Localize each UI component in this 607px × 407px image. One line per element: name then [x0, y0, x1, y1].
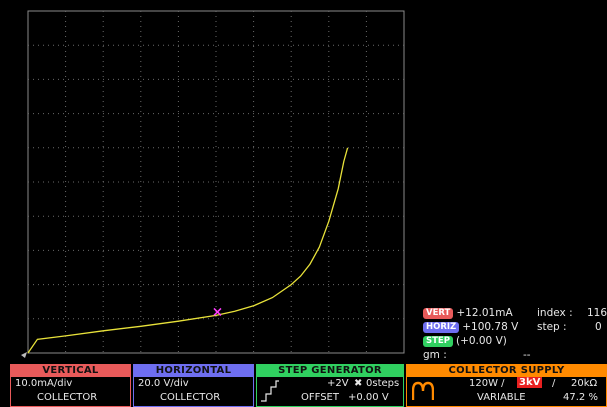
trace-line-0: [27, 147, 349, 354]
step-count-label: step :: [537, 321, 567, 333]
collector-resistance: 20kΩ: [571, 378, 598, 389]
vertical-scale: 10.0mA/div: [15, 378, 73, 389]
offset-value: +0.00 V: [348, 392, 389, 403]
vert-readout: VERT +12.01mA index : 116: [423, 306, 607, 320]
horizontal-source: COLLECTOR: [160, 392, 221, 403]
step-value: (+0.00 V): [455, 335, 507, 347]
step-count-value: 0: [595, 321, 602, 333]
vert-value: +12.01mA: [456, 307, 513, 319]
step-generator-title: STEP GENERATOR: [256, 364, 404, 377]
vertical-source: COLLECTOR: [37, 392, 98, 403]
offset-label: OFFSET: [301, 392, 339, 403]
step-readout: STEP (+0.00 V): [423, 334, 607, 348]
horiz-value: +100.78 V: [462, 321, 519, 333]
step-tag: STEP: [423, 336, 453, 347]
origin-marker-icon: [21, 352, 27, 358]
vert-tag: VERT: [423, 308, 454, 319]
collector-supply-title: COLLECTOR SUPPLY: [406, 364, 607, 377]
step-waveform-icon: [261, 380, 279, 402]
horiz-tag: HORIZ: [423, 322, 460, 333]
collector-separator: /: [552, 378, 556, 389]
collector-mode: VARIABLE: [477, 392, 526, 403]
collector-power: 120W /: [469, 378, 505, 389]
vertical-title: VERTICAL: [10, 364, 131, 377]
collector-voltage-badge: 3kV: [517, 377, 543, 388]
collector-supply-panel[interactable]: COLLECTOR SUPPLY 120W / 3kV / 20kΩ VARIA…: [406, 364, 607, 407]
gm-value: --: [523, 349, 531, 361]
horizontal-scale: 20.0 V/div: [138, 378, 189, 389]
collector-percent: 47.2 %: [563, 392, 598, 403]
gm-readout: gm : --: [423, 348, 607, 362]
index-value: 116: [587, 307, 607, 319]
step-amplitude: +2V: [327, 378, 349, 389]
gm-label: gm :: [423, 349, 447, 361]
collector-waveform-icon: [412, 381, 434, 400]
vertical-panel[interactable]: VERTICAL 10.0mA/div COLLECTOR: [10, 364, 131, 407]
index-label: index :: [537, 307, 573, 319]
horiz-readout: HORIZ +100.78 V step : 0: [423, 320, 607, 334]
horizontal-title: HORIZONTAL: [133, 364, 254, 377]
cursor-marker-b: [213, 307, 222, 316]
step-generator-panel[interactable]: STEP GENERATOR +2V ✖ 0steps OFFSET +0.00…: [256, 364, 404, 407]
horizontal-panel[interactable]: HORIZONTAL 20.0 V/div COLLECTOR: [133, 364, 254, 407]
times-icon: ✖: [354, 378, 363, 389]
step-count: 0steps: [366, 378, 400, 389]
